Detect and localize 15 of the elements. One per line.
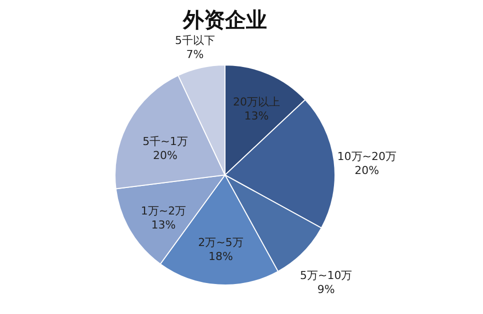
slice-label: 5千以下 xyxy=(175,34,216,47)
data-label: 20% xyxy=(354,164,380,178)
data-label: 9% xyxy=(317,283,335,296)
slice-label: 5万~10万 xyxy=(300,269,352,282)
data-label: 13% xyxy=(244,109,269,122)
chart-title: 外资企业 xyxy=(182,8,267,32)
slice-label: 1万~2万 xyxy=(140,204,186,218)
slice-label: 2万~5万 xyxy=(198,236,244,250)
slice-label: 10万~20万 xyxy=(337,150,396,164)
slice-label: 20万以上 xyxy=(232,95,280,108)
slice-label: 5千~1万 xyxy=(142,135,188,148)
data-label: 13% xyxy=(151,218,176,232)
data-label: 7% xyxy=(186,48,204,61)
data-label: 20% xyxy=(153,149,178,162)
data-label: 18% xyxy=(208,250,233,264)
